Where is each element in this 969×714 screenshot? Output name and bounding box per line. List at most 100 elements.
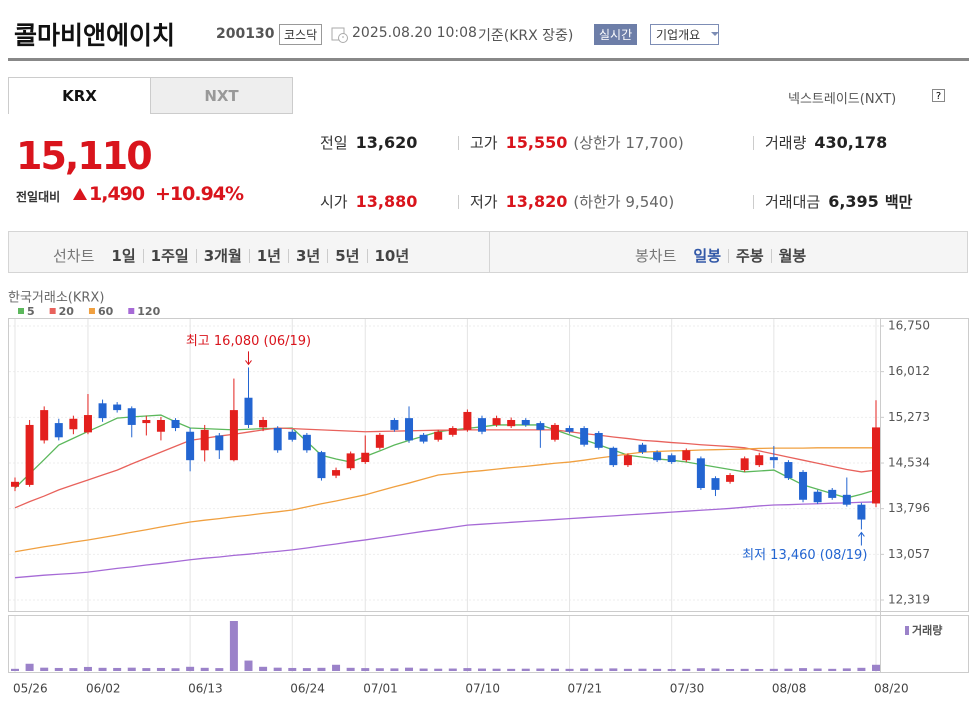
candle-body (609, 447, 618, 466)
volume-bar (872, 664, 880, 671)
ma-line (14, 427, 877, 509)
high-arrow (245, 351, 252, 366)
item-separator (753, 195, 754, 209)
basis: 기준(KRX 장중) (478, 28, 574, 44)
item-label: 거래대금 (765, 193, 821, 211)
volume-bar (550, 668, 559, 671)
candle-body (799, 471, 808, 500)
volume-bar (113, 667, 122, 671)
nxt-tab[interactable]: NXT (150, 77, 293, 114)
volume-bar (507, 668, 516, 671)
legend-label: 20 (59, 305, 75, 318)
volume-bar (594, 668, 603, 671)
candle-body (127, 408, 136, 425)
volume-bar (799, 668, 808, 671)
volume-bar (186, 666, 195, 671)
candle-body (288, 431, 297, 440)
krx-tab[interactable]: KRX (8, 77, 151, 114)
volume-bar (142, 668, 151, 671)
volume-frame (8, 615, 969, 673)
volume-bar (726, 668, 735, 671)
item-value: 13,620 (355, 133, 418, 152)
volume-bar (667, 668, 676, 671)
nextrade-link[interactable]: 넥스트레이드(NXT) (788, 92, 897, 107)
item-separator (458, 195, 459, 209)
quote-item: 고가 15,550 (상한가 17,700) (470, 132, 684, 153)
volume-bar (405, 667, 414, 671)
candle-body (25, 424, 34, 485)
clock-icon (331, 27, 348, 43)
change-label: 전일대비 (16, 190, 61, 204)
y-tick-label: 16,012 (888, 364, 930, 378)
volume-bar (609, 668, 618, 671)
volume-legend-label: 거래량 (912, 623, 942, 637)
menu-divider (489, 232, 490, 272)
x-tick-label: 07/30 (670, 682, 705, 696)
candle-body (828, 489, 837, 498)
volume-bar (696, 668, 705, 671)
candle-body (186, 431, 195, 461)
menu-option[interactable]: 주봉 (728, 249, 771, 264)
x-tick-label: 07/01 (363, 682, 398, 696)
candle-body (273, 428, 282, 451)
volume-bar (463, 668, 472, 671)
menu-option[interactable]: 3개월 (195, 249, 249, 264)
candle-body (40, 410, 49, 441)
volume-bar (346, 667, 355, 671)
period-menu (8, 231, 968, 273)
menu-option[interactable]: 월봉 (770, 249, 814, 264)
x-tick-label: 06/02 (86, 682, 121, 696)
volume-bar (332, 664, 341, 671)
candle-body (405, 418, 414, 441)
menu-option[interactable]: 1주일 (142, 249, 196, 264)
volume-bar (740, 668, 749, 671)
volume-bar (813, 668, 822, 671)
menu-option[interactable]: 1년 (248, 249, 288, 264)
volume-bar (171, 668, 180, 671)
candle-body (463, 411, 472, 430)
candle-body (200, 429, 209, 451)
legend-swatch (88, 308, 95, 314)
volume-bar (25, 663, 34, 671)
legend-swatch (49, 308, 56, 314)
volume-bar (769, 668, 778, 671)
x-tick-label: 08/08 (772, 682, 807, 696)
volume-bar (434, 668, 443, 671)
volume-bar (259, 666, 268, 671)
candle-body (813, 491, 822, 503)
x-tick-label: 08/20 (874, 682, 909, 696)
volume-bar (390, 668, 399, 671)
company-button[interactable]: 기업개요 (650, 24, 720, 45)
volume-bar (40, 667, 49, 671)
volume-bar (156, 667, 165, 671)
candle-body (375, 434, 384, 448)
menu-option[interactable]: 3년 (288, 249, 327, 264)
menu-option[interactable]: 5년 (327, 249, 366, 264)
volume-bar (536, 668, 545, 671)
volume-bar (857, 667, 866, 671)
menu-option[interactable]: 일봉 (693, 247, 722, 265)
menu-option[interactable]: 1일 (111, 247, 136, 265)
low-arrow (858, 531, 865, 546)
candle-body (784, 462, 793, 479)
stock-code: 200130 (216, 26, 275, 42)
menu-option[interactable]: 10년 (366, 249, 417, 264)
stock-name: 콜마비앤에이치 (14, 21, 176, 50)
x-tick-label: 06/24 (290, 682, 325, 696)
volume-bar (784, 668, 793, 671)
quote-item: 전일 13,620 (320, 132, 417, 153)
candle-body (696, 458, 705, 489)
item-value: 15,550 (505, 133, 568, 152)
candle-body (667, 455, 676, 463)
candle-body (755, 455, 764, 466)
realtime-button[interactable]: 실시간 (594, 24, 638, 45)
help-icon[interactable]: ? (932, 89, 946, 103)
x-tick-label: 07/21 (568, 682, 603, 696)
item-value: 430,178 (814, 133, 888, 152)
candle-body (156, 419, 165, 432)
candle-body (740, 458, 749, 471)
candle-body (711, 478, 720, 490)
x-tick-label: 06/13 (188, 682, 223, 696)
volume-bar (653, 668, 662, 671)
